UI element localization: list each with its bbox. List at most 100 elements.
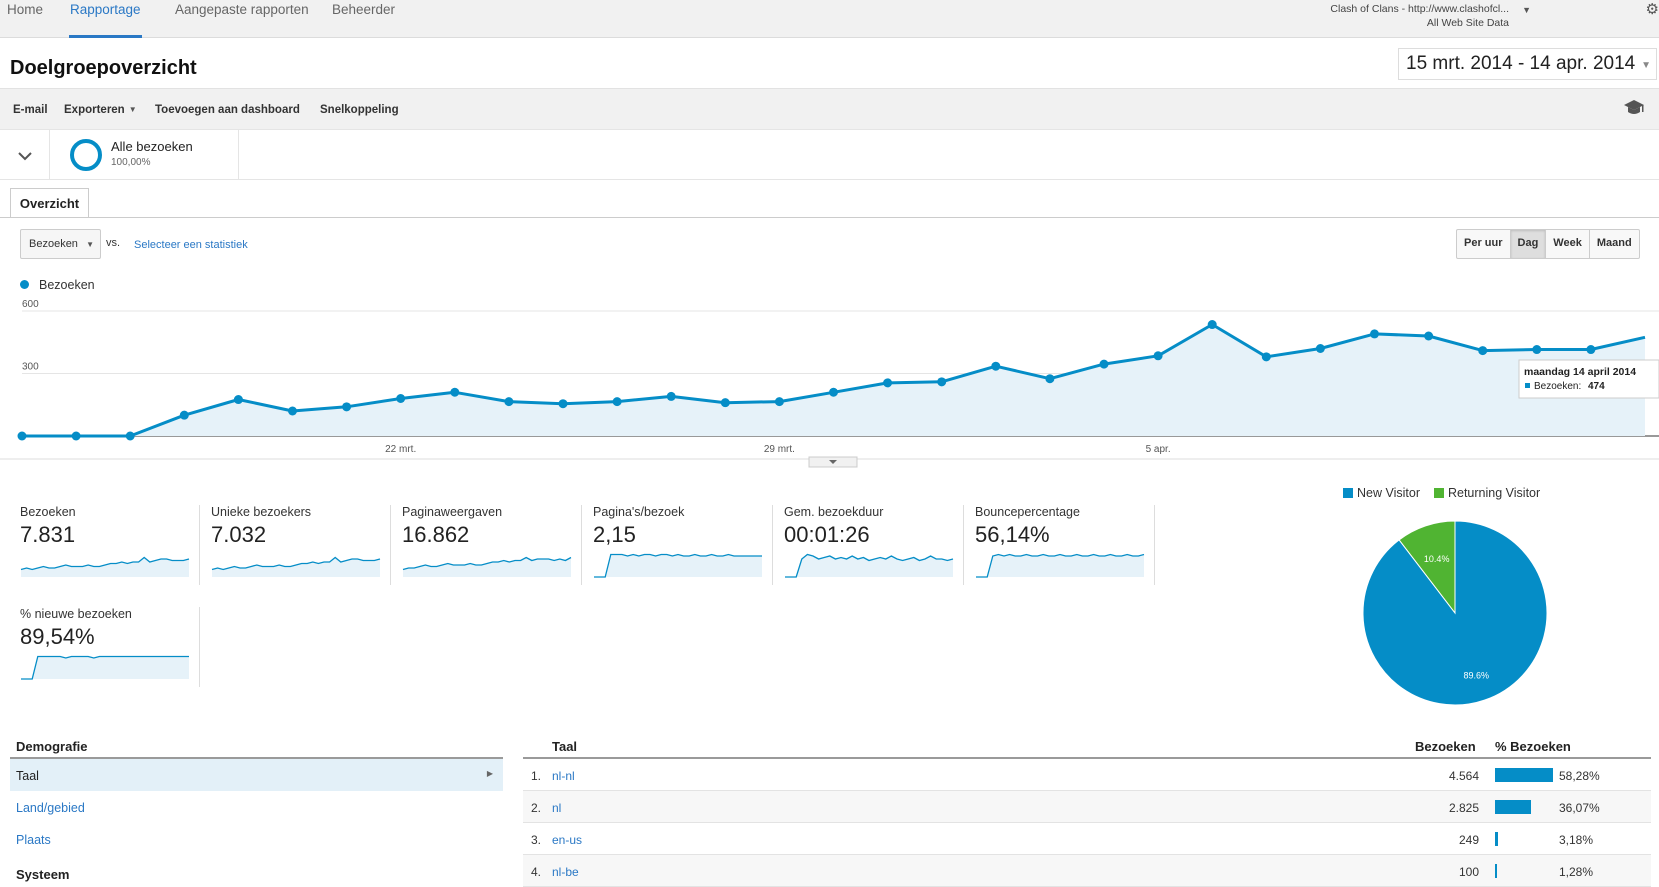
scorecard-label: Gem. bezoekduur	[784, 505, 884, 519]
data-point[interactable]	[17, 431, 27, 441]
data-point[interactable]	[558, 399, 568, 409]
scorecard[interactable]: Unieke bezoekers 7.032	[211, 505, 391, 585]
granularity-week-button[interactable]: Week	[1546, 230, 1590, 258]
table-row-percent-bar	[1495, 768, 1554, 782]
data-point[interactable]	[1045, 374, 1055, 384]
nav-tab-custom-reports[interactable]: Aangepaste rapporten	[175, 2, 309, 17]
scorecard-label: Bezoeken	[20, 505, 76, 519]
data-point[interactable]	[1099, 359, 1109, 369]
select-statistic-link[interactable]: Selecteer een statistiek	[134, 239, 248, 251]
pie-slice[interactable]	[1362, 520, 1548, 706]
data-point[interactable]	[125, 431, 135, 441]
sparkline-fill	[212, 557, 380, 577]
sparkline-line	[785, 553, 954, 578]
visitor-type-pie-chart[interactable]: 10.4% 89.6%	[1360, 518, 1550, 708]
data-point[interactable]	[720, 398, 730, 408]
data-point[interactable]	[1315, 344, 1325, 353]
granularity-hour-button[interactable]: Per uur	[1457, 230, 1511, 258]
table-row-language-link[interactable]: nl-nl	[552, 769, 575, 783]
sparkline-line	[21, 655, 189, 680]
data-point[interactable]	[1586, 345, 1596, 355]
data-point[interactable]	[774, 397, 784, 407]
data-point[interactable]	[1532, 345, 1542, 355]
data-point[interactable]	[1478, 346, 1488, 356]
nav-tab-reporting[interactable]: Rapportage	[69, 0, 142, 38]
table-row-language-link[interactable]: nl-be	[552, 865, 579, 879]
scorecard-sparkline	[20, 556, 190, 577]
table-row-language-link[interactable]: en-us	[552, 833, 583, 847]
scorecard[interactable]: Paginaweergaven 16.862	[402, 505, 582, 585]
scorecard-label: % nieuwe bezoeken	[20, 607, 132, 621]
data-point[interactable]	[883, 378, 893, 388]
scorecard[interactable]: Bezoeken 7.831	[20, 505, 200, 585]
table-row-index: 3.	[531, 833, 542, 847]
segment-ring-icon	[70, 139, 102, 171]
visits-line-chart[interactable]: 600 300 22 mrt. 29 mrt. 5 apr. maandag 14 a…	[0, 295, 1659, 470]
graduation-cap-icon[interactable]	[1623, 99, 1645, 117]
scorecard-sparkline	[976, 553, 1145, 578]
scorecard-label: Paginaweergaven	[402, 505, 503, 519]
chevron-down-icon	[18, 152, 32, 161]
data-point[interactable]	[1207, 320, 1217, 330]
data-point[interactable]	[1153, 351, 1163, 361]
data-point[interactable]	[450, 387, 460, 397]
page-title: Doelgroepoverzicht	[10, 57, 197, 79]
data-point[interactable]	[937, 377, 947, 387]
data-point[interactable]	[233, 395, 243, 405]
table-header-percent-visits[interactable]: % Bezoeken	[1495, 739, 1571, 754]
table-header-visits[interactable]: Bezoeken	[1415, 739, 1476, 754]
granularity-month-button[interactable]: Maand	[1596, 237, 1632, 249]
shortcut-button[interactable]: Snelkoppeling	[320, 104, 399, 116]
data-point[interactable]	[504, 397, 514, 407]
property-view: All Web Site Data	[1426, 17, 1509, 29]
table-row-index: 4.	[531, 865, 542, 879]
export-button[interactable]: Exporteren ▼	[64, 104, 137, 116]
demographics-item-language[interactable]: Taal ▶	[10, 759, 503, 791]
data-point[interactable]	[829, 387, 838, 397]
granularity-day-button[interactable]: Dag	[1510, 230, 1547, 258]
segment-all-visits[interactable]: Alle bezoeken 100,00%	[50, 130, 239, 180]
segment-bar: Alle bezoeken 100,00%	[0, 130, 1659, 180]
segment-toggle[interactable]	[0, 130, 50, 180]
demographics-item-city[interactable]: Plaats	[16, 833, 51, 847]
scorecard-value: 2,15	[593, 522, 636, 547]
table-header-language[interactable]: Taal	[552, 739, 578, 754]
tooltip-swatch	[1525, 383, 1530, 388]
table-row-visits: 2.825	[1448, 801, 1479, 815]
scorecard[interactable]: % nieuwe bezoeken 89,54%	[20, 607, 200, 687]
data-point[interactable]	[396, 394, 406, 403]
chevron-down-icon: ▼	[86, 240, 94, 249]
tab-overview[interactable]: Overzicht	[10, 188, 89, 218]
scorecard[interactable]: Pagina's/bezoek 2,15	[593, 505, 773, 585]
data-point[interactable]	[666, 391, 676, 401]
nav-tab-home[interactable]: Home	[7, 2, 44, 17]
property-selector[interactable]: Clash of Clans - http://www.clashofcl...…	[1330, 2, 1531, 30]
data-point[interactable]	[1261, 352, 1271, 362]
data-point[interactable]	[288, 406, 297, 416]
demographics-item-label: Taal	[16, 769, 39, 783]
sparkline-fill	[785, 554, 953, 577]
data-point[interactable]	[991, 361, 1001, 371]
add-to-dashboard-button[interactable]: Toevoegen aan dashboard	[155, 104, 300, 116]
data-point[interactable]	[342, 402, 352, 412]
pie-legend-returning-label: Returning Visitor	[1447, 486, 1541, 500]
sparkline-line	[20, 556, 190, 571]
email-button[interactable]: E-mail	[13, 104, 48, 116]
sparkline-fill	[594, 554, 762, 577]
gear-icon[interactable]: ⚙	[1645, 1, 1659, 18]
nav-tab-admin[interactable]: Beheerder	[332, 2, 396, 17]
table-row-language-link[interactable]: nl	[552, 801, 562, 815]
scorecard[interactable]: Gem. bezoekduur 00:01:26	[784, 505, 964, 585]
metric-dropdown[interactable]: Bezoeken ▼	[20, 229, 101, 259]
date-range-picker[interactable]: 15 mrt. 2014 - 14 apr. 2014 ▼	[1398, 48, 1657, 80]
data-point[interactable]	[1424, 331, 1434, 341]
scorecard[interactable]: Bouncepercentage 56,14%	[975, 505, 1155, 585]
demographics-item-country[interactable]: Land/gebied	[16, 801, 85, 815]
table-row-index: 1.	[531, 769, 542, 783]
data-point[interactable]	[179, 410, 189, 420]
table-row: 1. nl-nl 4.564 58,28%	[523, 759, 1651, 791]
data-point[interactable]	[612, 397, 622, 407]
data-point[interactable]	[1370, 329, 1379, 339]
data-point[interactable]	[71, 431, 81, 441]
scorecard-value: 7.831	[20, 522, 76, 547]
